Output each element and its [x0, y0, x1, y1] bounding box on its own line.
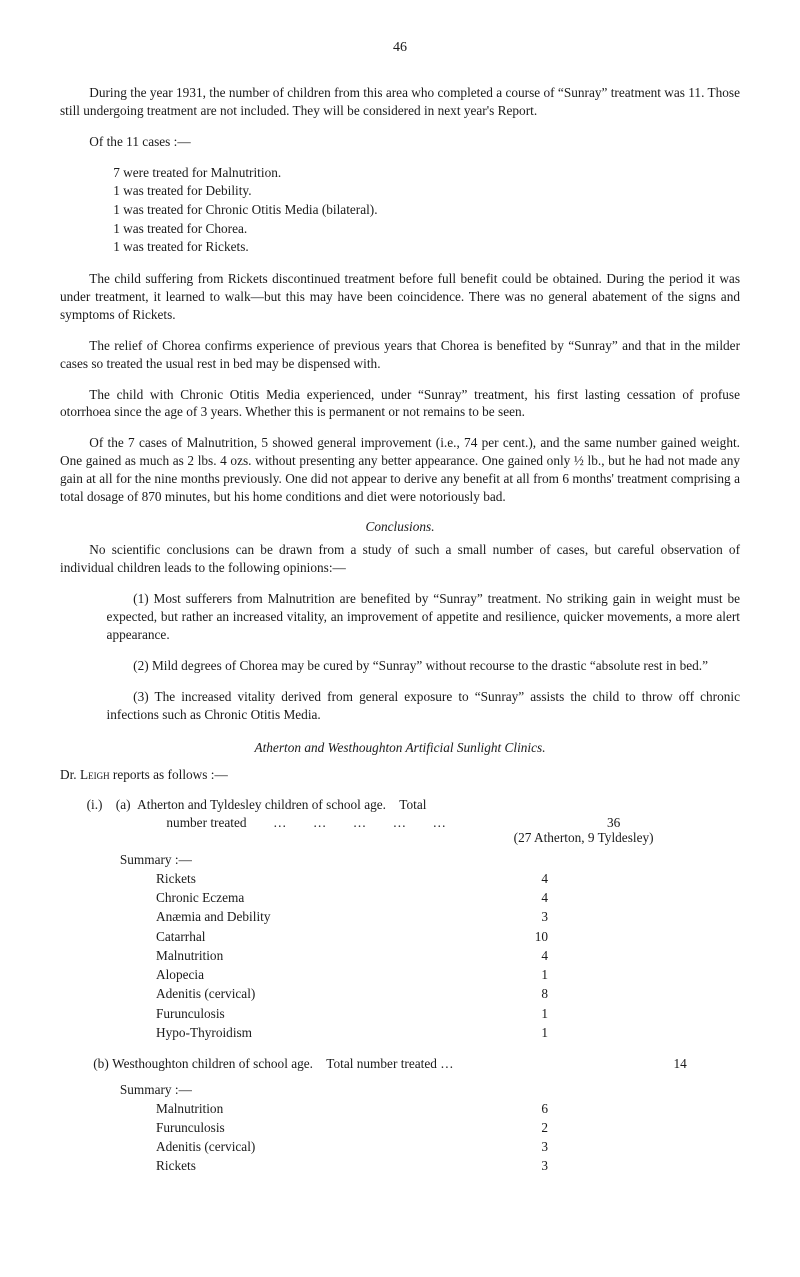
summary-heading: Summary :—: [120, 852, 740, 868]
case-item: 1 was treated for Chorea.: [113, 220, 740, 239]
paragraph: The child suffering from Rickets discont…: [60, 270, 740, 324]
summary-value: 3: [501, 1137, 548, 1156]
summary-label: Rickets: [156, 869, 196, 888]
summary-row: Alopecia 1: [156, 965, 548, 984]
summary-row: Anæmia and Debility 3: [156, 907, 548, 926]
summary-row: Adenitis (cervical) 3: [156, 1137, 548, 1156]
summary-row: Catarrhal 10: [156, 927, 548, 946]
dots: [255, 984, 501, 1003]
summary-value: 1: [501, 965, 548, 984]
section-subheading: Atherton and Westhoughton Artificial Sun…: [60, 740, 740, 756]
case-item: 1 was treated for Debility.: [113, 182, 740, 201]
summary-label: Alopecia: [156, 965, 204, 984]
case-item: 7 were treated for Malnutrition.: [113, 164, 740, 183]
paragraph: During the year 1931, the number of chil…: [60, 84, 740, 120]
summary-label: Malnutrition: [156, 1099, 223, 1118]
paragraph: Of the 7 cases of Malnutrition, 5 showed…: [60, 434, 740, 506]
case-item: 1 was treated for Chronic Otitis Media (…: [113, 201, 740, 220]
dots: [255, 1137, 501, 1156]
conclusions-heading: Conclusions.: [60, 519, 740, 535]
dots: [196, 869, 502, 888]
summary-row: Chronic Eczema 4: [156, 888, 548, 907]
summary-row: Rickets 4: [156, 869, 548, 888]
dr-prefix: Dr.: [60, 767, 80, 782]
item-b-value: 14: [654, 1054, 687, 1073]
summary-value: 2: [501, 1118, 548, 1137]
summary-value: 3: [501, 1156, 548, 1175]
summary-label: Rickets: [156, 1156, 196, 1175]
summary-value: 1: [501, 1004, 548, 1023]
summary-value: 3: [501, 907, 548, 926]
dots: [244, 888, 501, 907]
paragraph: The relief of Chorea confirms experience…: [60, 337, 740, 373]
dr-suffix: reports as follows :—: [110, 767, 228, 782]
dots: [270, 907, 501, 926]
summary-heading: Summary :—: [120, 1082, 740, 1098]
summary-value: 4: [501, 888, 548, 907]
dots: [205, 927, 501, 946]
dr-name: Leigh: [80, 767, 110, 782]
summary-label: Malnutrition: [156, 946, 223, 965]
paragraph: The child with Chronic Otitis Media expe…: [60, 386, 740, 422]
dots: [204, 965, 501, 984]
number-treated-label: number treated … … … … …: [166, 813, 587, 832]
item-i-a: (i.) (a) Atherton and Tyldesley children…: [87, 797, 740, 813]
summary-label: Chronic Eczema: [156, 888, 244, 907]
summary-label: Adenitis (cervical): [156, 1137, 255, 1156]
summary-row: Furunculosis 2: [156, 1118, 548, 1137]
summary-value: 1: [501, 1023, 548, 1042]
summary-label: Furunculosis: [156, 1118, 225, 1137]
item-b-row: (b) Westhoughton children of school age.…: [93, 1054, 687, 1073]
paragraph: Of the 11 cases :—: [60, 133, 740, 151]
conclusion-item: (3) The increased vitality derived from …: [107, 688, 740, 724]
dots: [223, 946, 501, 965]
summary-row: Rickets 3: [156, 1156, 548, 1175]
summary-label: Hypo-Thyroidism: [156, 1023, 252, 1042]
dots: [223, 1099, 501, 1118]
summary-value: 8: [501, 984, 548, 1003]
case-item: 1 was treated for Rickets.: [113, 238, 740, 257]
summary-value: 10: [501, 927, 548, 946]
summary-row: Hypo-Thyroidism 1: [156, 1023, 548, 1042]
summary-label: Catarrhal: [156, 927, 205, 946]
summary-value: 4: [501, 946, 548, 965]
dots: [196, 1156, 502, 1175]
conclusion-item: (1) Most sufferers from Malnutrition are…: [107, 590, 740, 644]
summary-value: 4: [501, 869, 548, 888]
page-number: 46: [60, 40, 740, 56]
summary-row: Adenitis (cervical) 8: [156, 984, 548, 1003]
summary-a-list: Rickets 4 Chronic Eczema 4 Anæmia and De…: [156, 869, 548, 1042]
atherton-tyldesley-note: (27 Atherton, 9 Tyldesley): [60, 830, 654, 846]
dots: [225, 1118, 502, 1137]
summary-label: Adenitis (cervical): [156, 984, 255, 1003]
summary-value: 6: [501, 1099, 548, 1118]
dots: [252, 1023, 501, 1042]
conclusion-item: (2) Mild degrees of Chorea may be cured …: [107, 657, 740, 675]
dr-line: Dr. Leigh reports as follows :—: [60, 766, 740, 784]
summary-label: Furunculosis: [156, 1004, 225, 1023]
paragraph: No scientific conclusions can be drawn f…: [60, 541, 740, 577]
number-treated-value: 36: [587, 813, 620, 832]
summary-row: Malnutrition 4: [156, 946, 548, 965]
dots: [225, 1004, 502, 1023]
item-b-label: (b) Westhoughton children of school age.…: [93, 1054, 653, 1073]
summary-row: Malnutrition 6: [156, 1099, 548, 1118]
summary-b-list: Malnutrition 6 Furunculosis 2 Adenitis (…: [156, 1099, 548, 1176]
case-list: 7 were treated for Malnutrition. 1 was t…: [113, 164, 740, 257]
summary-row: Furunculosis 1: [156, 1004, 548, 1023]
summary-label: Anæmia and Debility: [156, 907, 270, 926]
document-page: 46 During the year 1931, the number of c…: [0, 0, 800, 1228]
number-treated-row: number treated … … … … … 36: [166, 813, 620, 832]
